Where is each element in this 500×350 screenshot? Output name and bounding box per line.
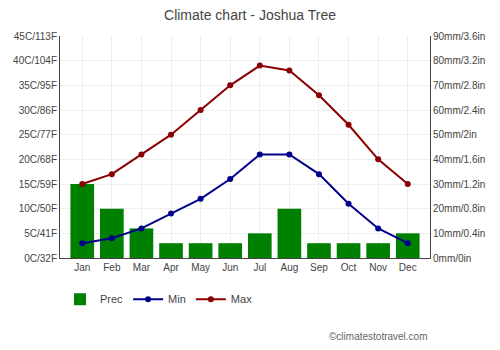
svg-text:0C/32F: 0C/32F xyxy=(24,253,57,264)
svg-text:Climate chart - Joshua Tree: Climate chart - Joshua Tree xyxy=(164,7,336,23)
svg-text:Min: Min xyxy=(168,293,186,305)
svg-text:Jul: Jul xyxy=(253,262,266,273)
svg-text:May: May xyxy=(191,262,210,273)
svg-text:45C/113F: 45C/113F xyxy=(14,31,57,42)
svg-text:Jan: Jan xyxy=(74,262,90,273)
svg-text:5C/41F: 5C/41F xyxy=(24,228,57,239)
svg-text:10mm/0.4in: 10mm/0.4in xyxy=(433,228,485,239)
svg-text:Aug: Aug xyxy=(280,262,298,273)
svg-text:Feb: Feb xyxy=(103,262,121,273)
svg-text:90mm/3.6in: 90mm/3.6in xyxy=(433,31,485,42)
svg-text:40mm/1.6in: 40mm/1.6in xyxy=(433,154,485,165)
svg-text:15C/59F: 15C/59F xyxy=(19,179,57,190)
svg-text:30mm/1.2in: 30mm/1.2in xyxy=(433,179,485,190)
svg-text:©climatestotravel.com: ©climatestotravel.com xyxy=(329,331,428,342)
svg-text:Apr: Apr xyxy=(163,262,179,273)
svg-text:Jun: Jun xyxy=(222,262,238,273)
svg-text:50mm/2in: 50mm/2in xyxy=(433,129,477,140)
svg-text:20C/68F: 20C/68F xyxy=(19,154,57,165)
svg-text:Prec: Prec xyxy=(100,293,123,305)
svg-text:25C/77F: 25C/77F xyxy=(19,129,57,140)
svg-text:70mm/2.8in: 70mm/2.8in xyxy=(433,80,485,91)
svg-text:Nov: Nov xyxy=(369,262,387,273)
svg-text:0mm/0in: 0mm/0in xyxy=(433,253,471,264)
svg-text:35C/95F: 35C/95F xyxy=(19,80,57,91)
svg-text:30C/86F: 30C/86F xyxy=(19,105,57,116)
svg-text:10C/50F: 10C/50F xyxy=(19,203,57,214)
svg-text:40C/104F: 40C/104F xyxy=(13,55,57,66)
svg-text:80mm/3.2in: 80mm/3.2in xyxy=(433,55,485,66)
svg-text:Max: Max xyxy=(231,293,252,305)
svg-text:Dec: Dec xyxy=(399,262,417,273)
svg-text:60mm/2.4in: 60mm/2.4in xyxy=(433,105,485,116)
svg-text:Oct: Oct xyxy=(341,262,357,273)
svg-text:Mar: Mar xyxy=(133,262,151,273)
svg-text:Sep: Sep xyxy=(310,262,328,273)
svg-text:20mm/0.8in: 20mm/0.8in xyxy=(433,203,485,214)
